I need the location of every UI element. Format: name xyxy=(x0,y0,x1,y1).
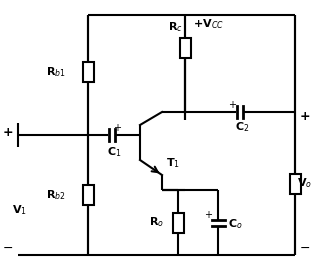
Text: +: + xyxy=(3,126,13,139)
Text: $-$: $-$ xyxy=(3,240,13,253)
Text: R$_{o}$: R$_{o}$ xyxy=(149,216,164,229)
Text: +V$_{CC}$: +V$_{CC}$ xyxy=(193,17,224,31)
Text: +: + xyxy=(113,123,121,133)
Text: C$_{1}$: C$_{1}$ xyxy=(107,145,121,159)
Text: $-$: $-$ xyxy=(300,240,311,253)
Text: +: + xyxy=(204,209,212,219)
Bar xyxy=(172,213,183,232)
Text: C$_{2}$: C$_{2}$ xyxy=(235,120,249,134)
Text: C$_{o}$: C$_{o}$ xyxy=(228,217,243,231)
Bar xyxy=(83,185,93,205)
Text: V$_{o}$: V$_{o}$ xyxy=(297,177,312,190)
Text: R$_{b2}$: R$_{b2}$ xyxy=(46,188,66,202)
Text: R$_{c}$: R$_{c}$ xyxy=(168,20,182,34)
Text: V$_{1}$: V$_{1}$ xyxy=(12,203,27,217)
Text: +: + xyxy=(300,110,310,123)
Bar xyxy=(83,62,93,82)
Text: T$_{1}$: T$_{1}$ xyxy=(166,156,180,170)
Text: +: + xyxy=(228,100,236,110)
Bar xyxy=(290,174,300,193)
Bar xyxy=(180,38,190,58)
Text: R$_{b1}$: R$_{b1}$ xyxy=(46,65,66,79)
